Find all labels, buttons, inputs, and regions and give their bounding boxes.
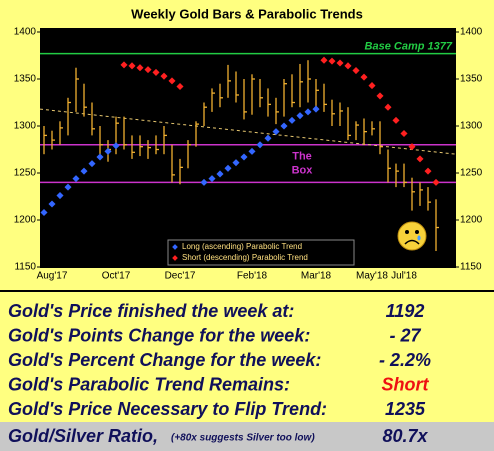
- parabolic-dot: [392, 116, 400, 124]
- parabolic-dot: [256, 141, 264, 149]
- parabolic-dot: [176, 82, 184, 91]
- parabolic-dot: [72, 175, 80, 183]
- y2-tick-label: 1250: [460, 168, 483, 179]
- row-label: Gold's Percent Change for the week:: [8, 350, 321, 370]
- parabolic-dot: [40, 208, 48, 217]
- parabolic-dot: [56, 192, 64, 200]
- parabolic-dot: [64, 183, 72, 191]
- parabolic-dot: [264, 134, 272, 142]
- parabolic-dot: [208, 175, 216, 183]
- parabolic-dot: [336, 59, 344, 67]
- row-value: Short: [382, 374, 430, 394]
- parabolic-dot: [344, 62, 352, 70]
- x-tick-label: May'18: [356, 271, 388, 282]
- y-tick-label: 1350: [14, 74, 37, 85]
- row-label: Gold's Price Necessary to Flip Trend:: [8, 399, 327, 419]
- parabolic-dot: [48, 200, 56, 208]
- parabolic-dot: [88, 160, 96, 168]
- parabolic-dot: [248, 147, 256, 155]
- x-tick-label: Jul'18: [391, 271, 417, 282]
- parabolic-dot: [384, 103, 392, 111]
- parabolic-dot: [280, 122, 288, 130]
- y2-tick-label: 1300: [460, 121, 483, 132]
- trend-line: [39, 108, 457, 155]
- row-label: Gold's Price finished the week at:: [8, 301, 294, 321]
- parabolic-dot: [320, 56, 328, 64]
- parabolic-dot: [328, 57, 336, 65]
- parabolic-dot: [416, 155, 424, 163]
- parabolic-dot: [400, 129, 408, 138]
- parabolic-dot: [296, 112, 304, 120]
- parabolic-dot: [352, 67, 360, 75]
- parabolic-dot: [312, 105, 320, 113]
- parabolic-dot: [408, 143, 416, 151]
- parabolic-dot: [240, 153, 248, 161]
- legend-label: Short (descending) Parabolic Trend: [182, 253, 308, 262]
- row-value: 1192: [386, 301, 425, 321]
- y2-tick-label: 1400: [460, 27, 483, 38]
- parabolic-dot: [112, 142, 120, 150]
- ratio-note: (+80x suggests Silver too low): [171, 433, 315, 444]
- plot-area: [40, 28, 456, 268]
- box-label: Box: [292, 165, 314, 177]
- parabolic-dot: [368, 82, 376, 90]
- ratio-value: 80.7x: [382, 426, 428, 446]
- row-value: 1235: [385, 399, 426, 419]
- legend-swatch: [172, 244, 178, 250]
- y-tick-label: 1150: [14, 262, 36, 273]
- row-label: Gold's Parabolic Trend Remains:: [8, 374, 290, 394]
- parabolic-dot: [144, 66, 152, 74]
- parabolic-dot: [224, 164, 232, 172]
- x-tick-label: Mar'18: [301, 271, 332, 282]
- parabolic-dot: [168, 77, 176, 85]
- parabolic-dot: [376, 92, 384, 100]
- y2-tick-label: 1350: [460, 74, 483, 85]
- legend-box: [167, 239, 355, 266]
- parabolic-dot: [432, 178, 440, 186]
- parabolic-dot: [104, 147, 112, 155]
- x-tick-label: Aug'17: [37, 271, 68, 282]
- sad-face: [397, 221, 427, 251]
- parabolic-dot: [80, 167, 88, 175]
- parabolic-dot: [200, 178, 208, 186]
- y-tick-label: 1250: [14, 168, 37, 179]
- y-tick-label: 1400: [14, 27, 37, 38]
- y-tick-label: 1200: [14, 215, 37, 226]
- ratio-label: Gold/Silver Ratio,: [8, 426, 158, 446]
- parabolic-dot: [232, 159, 240, 167]
- parabolic-dot: [152, 68, 160, 76]
- ratio-row-bg: [0, 422, 494, 451]
- parabolic-dot: [272, 128, 280, 136]
- parabolic-dot: [360, 73, 368, 81]
- box-label: The: [292, 151, 312, 163]
- legend-label: Long (ascending) Parabolic Trend: [182, 242, 302, 251]
- parabolic-dot: [424, 167, 432, 175]
- x-tick-label: Dec'17: [165, 271, 196, 282]
- row-value: - 2.2%: [379, 350, 431, 370]
- base-camp-label: Base Camp 1377: [365, 41, 453, 53]
- parabolic-dot: [136, 64, 144, 72]
- row-value: - 27: [389, 325, 421, 345]
- parabolic-dot: [216, 170, 224, 178]
- y-tick-label: 1300: [14, 121, 37, 132]
- legend-swatch: [172, 255, 178, 261]
- y2-tick-label: 1200: [460, 215, 483, 226]
- y2-tick-label: 1150: [460, 262, 482, 273]
- parabolic-dot: [304, 108, 312, 116]
- x-tick-label: Feb'18: [237, 271, 268, 282]
- row-label: Gold's Points Change for the week:: [8, 325, 310, 345]
- chart-title: Weekly Gold Bars & Parabolic Trends: [131, 6, 363, 21]
- parabolic-dot: [288, 116, 296, 124]
- x-tick-label: Oct'17: [102, 271, 131, 282]
- parabolic-dot: [96, 153, 104, 161]
- parabolic-dot: [160, 72, 168, 80]
